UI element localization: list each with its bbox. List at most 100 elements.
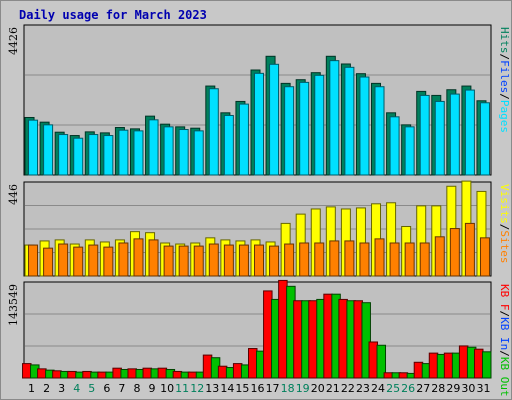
bar-files	[479, 102, 490, 176]
day-label: 12	[190, 382, 204, 395]
bar-sites	[419, 242, 430, 277]
bar-files	[163, 126, 174, 176]
bar-files	[223, 114, 234, 176]
bar-files	[193, 130, 204, 176]
bar-kb-f	[22, 363, 32, 379]
bar-files	[43, 124, 54, 176]
day-label: 25	[386, 382, 400, 395]
day-label: 18	[281, 382, 295, 395]
bar-files	[419, 94, 430, 176]
bar-kb-f	[368, 341, 379, 379]
day-label: 14	[220, 382, 234, 395]
bar-files	[359, 76, 370, 176]
day-label: 4	[73, 382, 80, 395]
legend-entry: /	[498, 224, 511, 231]
bar-kb-f	[202, 354, 213, 379]
day-label: 5	[88, 382, 95, 395]
bar-files	[299, 81, 310, 176]
chart-title: Daily usage for March 2023	[19, 8, 207, 22]
legend: Hits/Files/Pages	[498, 27, 511, 133]
bar-sites	[314, 242, 325, 277]
bar-kb-f	[187, 371, 198, 379]
bar-files	[73, 137, 84, 176]
bar-files	[344, 66, 355, 176]
day-label: 10	[160, 382, 174, 395]
bar-files	[254, 72, 264, 176]
bar-sites	[163, 245, 174, 277]
day-label: 15	[235, 382, 249, 395]
bar-sites	[88, 244, 99, 277]
bar-files	[269, 63, 280, 176]
bar-sites	[28, 244, 39, 277]
day-label: 7	[118, 382, 125, 395]
axis-max-label: 446	[7, 184, 20, 205]
legend-entry: KB Out	[498, 357, 511, 397]
day-label: 21	[326, 382, 340, 395]
day-label: 26	[401, 382, 415, 395]
legend-entry: Sites	[498, 230, 511, 263]
bar-kb-f	[338, 298, 348, 379]
bar-files	[314, 74, 325, 176]
bar-kb-f	[67, 370, 77, 379]
bar-sites	[58, 243, 69, 277]
bar-sites	[238, 244, 249, 277]
bar-kb-f	[82, 370, 92, 379]
bar-files	[28, 119, 39, 176]
bar-sites	[479, 237, 490, 277]
bar-kb-in	[481, 351, 492, 379]
bar-kb-in	[376, 344, 387, 379]
legend-entry: /	[498, 93, 511, 100]
bar-kb-f	[52, 370, 62, 379]
bar-kb-f	[308, 300, 318, 379]
bar-kb-f	[263, 290, 273, 379]
chart-panel-3: 143549 KB F/KB In/KB Out	[7, 279, 511, 397]
legend-entry: KB F	[498, 284, 511, 311]
bar-kb-f	[323, 293, 333, 379]
bar-files	[148, 119, 159, 176]
day-label: 11	[175, 382, 189, 395]
day-label: 27	[416, 382, 430, 395]
day-label: 28	[431, 382, 445, 395]
day-label: 31	[476, 382, 490, 395]
bar-sites	[73, 246, 84, 277]
bar-kb-f	[127, 368, 137, 379]
bar-files	[238, 103, 249, 176]
chart-panel-1: 4426 Hits/Files/Pages	[7, 24, 511, 176]
bar-sites	[148, 239, 159, 277]
day-label: 13	[205, 382, 219, 395]
day-label: 23	[356, 382, 370, 395]
bar-files	[449, 93, 460, 176]
bar-sites	[193, 245, 204, 277]
bar-files	[389, 116, 400, 176]
bar-files	[103, 135, 114, 176]
bar-sites	[178, 245, 189, 277]
legend-entry: Hits	[498, 27, 511, 54]
bar-files	[374, 86, 385, 176]
bar-kb-f	[97, 371, 107, 379]
bar-files	[178, 129, 189, 176]
bar-files	[434, 100, 445, 176]
bar-files	[284, 86, 295, 176]
chart-panels: 4426 Hits/Files/Pages 446 Visits/Sites 14354…	[7, 24, 511, 397]
bar-sites	[284, 243, 295, 277]
chart-panel-2: 446 Visits/Sites	[7, 180, 511, 277]
bar-sites	[254, 244, 264, 277]
bar-kb-in	[361, 302, 371, 379]
bar-sites	[43, 247, 54, 277]
bar-sites	[118, 242, 129, 277]
day-label: 19	[296, 382, 310, 395]
day-label: 8	[133, 382, 140, 395]
legend-entry: /	[498, 54, 511, 61]
bar-kb-f	[398, 372, 409, 379]
bar-sites	[464, 222, 475, 277]
day-label: 24	[371, 382, 385, 395]
bar-sites	[329, 240, 340, 277]
bar-kb-f	[157, 367, 168, 379]
bar-sites	[374, 238, 385, 277]
bar-sites	[434, 236, 445, 277]
bar-files	[58, 134, 69, 176]
legend-entry: Pages	[498, 100, 511, 133]
bar-files	[329, 60, 340, 176]
bar-kb-f	[278, 279, 288, 379]
legend: Visits/Sites	[498, 184, 511, 264]
